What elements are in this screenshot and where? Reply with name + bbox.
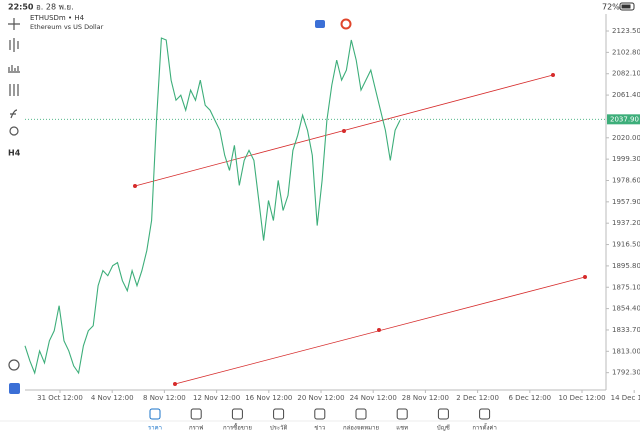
function-tool[interactable]	[10, 109, 18, 119]
y-tick-label: 1792.30	[612, 369, 640, 377]
timeframe[interactable]: H4	[8, 149, 21, 158]
trend-handle[interactable]	[376, 327, 381, 332]
trend-handle[interactable]	[132, 183, 137, 188]
price-line	[24, 37, 401, 375]
nav-label[interactable]: ข่าว	[314, 425, 325, 432]
nav-icon[interactable]	[314, 408, 326, 420]
y-tick-label: 1854.40	[612, 305, 640, 313]
y-tick-label: 1875.10	[612, 283, 640, 291]
crosshair-tool[interactable]	[8, 18, 20, 30]
x-tick-label: 6 Dec 12:00	[508, 394, 551, 402]
y-tick-label: 2082.10	[612, 70, 640, 78]
nav-label[interactable]: การซื้อขาย	[223, 422, 252, 432]
x-tick-label: 20 Nov 12:00	[297, 394, 344, 402]
trend-lines	[132, 73, 588, 386]
nav-icon[interactable]	[437, 408, 449, 420]
x-tick-label: 10 Dec 12:00	[558, 394, 605, 402]
y-tick-label: 2102.80	[612, 48, 640, 56]
one-click-button[interactable]	[9, 383, 20, 394]
nav-label[interactable]: ราคา	[148, 425, 162, 432]
nav-icon[interactable]	[355, 408, 367, 420]
y-tick-label: 1813.00	[612, 347, 640, 355]
nav-label[interactable]: ประวัติ	[270, 425, 288, 432]
x-tick-label: 28 Nov 12:00	[402, 394, 449, 402]
current-price-box	[607, 114, 640, 125]
y-tick-label: 2020.00	[612, 134, 640, 142]
quick-trade-toggle[interactable]	[340, 18, 352, 30]
battery-icon	[619, 2, 635, 11]
left-toolbar	[8, 18, 20, 371]
y-tick-label: 1978.60	[612, 176, 640, 184]
nav-label[interactable]: กราฟ	[189, 425, 203, 432]
y-tick-label: 2123.50	[612, 27, 640, 35]
y-tick-label: 1957.90	[612, 198, 640, 206]
x-tick-label: 2 Dec 12:00	[456, 394, 499, 402]
nav-label[interactable]: บัญชี	[437, 424, 450, 432]
x-tick-label: 16 Nov 12:00	[245, 394, 292, 402]
status-battery: 72%	[602, 3, 620, 12]
nav-icon[interactable]	[396, 408, 408, 420]
nav-icon[interactable]	[479, 408, 491, 420]
trend-handle[interactable]	[551, 73, 556, 78]
x-tick-label: 14 Dec 12:00	[611, 394, 640, 402]
nav-icon[interactable]	[190, 408, 202, 420]
x-tick-label: 31 Oct 12:00	[37, 394, 83, 402]
battery-level	[621, 4, 631, 9]
y-tick-label: 1937.20	[612, 219, 640, 227]
x-tick-label: 8 Nov 12:00	[143, 394, 186, 402]
x-tick-label: 24 Nov 12:00	[350, 394, 397, 402]
nav-icon[interactable]	[149, 408, 161, 420]
objects-tool[interactable]	[9, 126, 19, 136]
nav-icon[interactable]	[273, 408, 285, 420]
nav-label[interactable]: แชท	[396, 425, 408, 432]
x-tick-label: 4 Nov 12:00	[91, 394, 134, 402]
y-tick-label: 2061.40	[612, 91, 640, 99]
current-price-label: 2037.90	[610, 115, 639, 123]
y-tick-label: 1895.80	[612, 262, 640, 270]
nav-label[interactable]: การตั้งค่า	[472, 422, 496, 432]
nav-icon[interactable]	[231, 408, 243, 420]
settings-tool[interactable]	[9, 84, 19, 96]
x-tick-label: 12 Nov 12:00	[193, 394, 240, 402]
quick-trade-button[interactable]	[315, 20, 325, 28]
status-date: อ. 28 พ.ย.	[36, 3, 74, 12]
y-tick-label: 1999.30	[612, 155, 640, 163]
indicator-tool[interactable]	[8, 65, 20, 73]
nav-label[interactable]: กล่องจดหมาย	[343, 425, 379, 432]
y-tick-label: 1833.70	[612, 326, 640, 334]
y-tick-label: 1916.50	[612, 241, 640, 249]
trend-handle[interactable]	[341, 128, 346, 133]
trend-handle[interactable]	[583, 274, 588, 279]
trend-handle[interactable]	[172, 381, 177, 386]
chart-type-tool[interactable]	[9, 38, 19, 52]
speed-tool[interactable]	[8, 359, 20, 371]
symbol-description: Ethereum vs US Dollar	[30, 23, 104, 31]
symbol[interactable]: ETHUSDm • H4	[30, 14, 85, 22]
status-time: 22:50	[8, 3, 34, 12]
